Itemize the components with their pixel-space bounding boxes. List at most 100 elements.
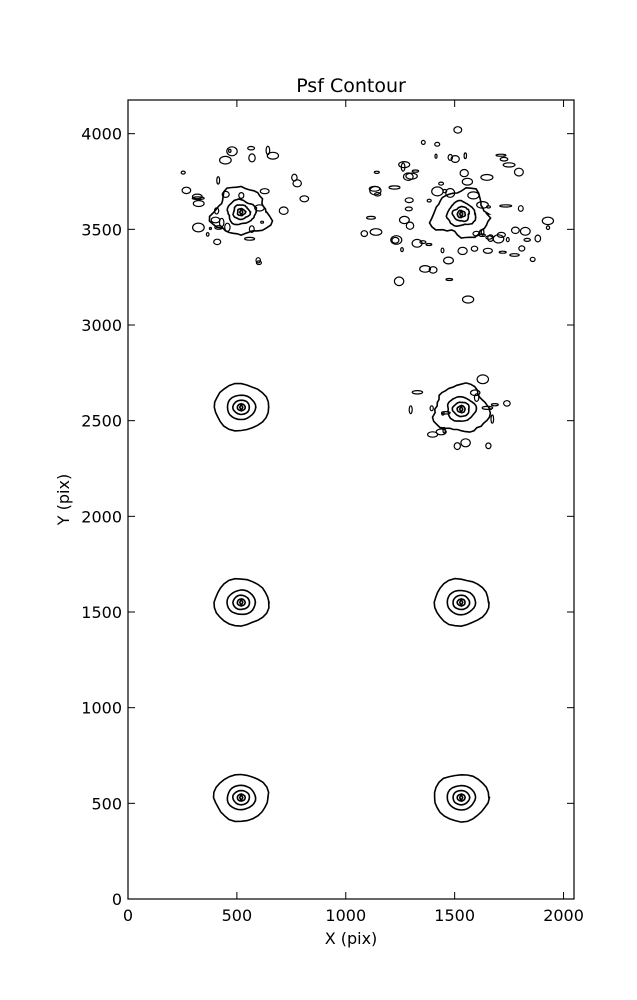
psf-contour-line [213,577,271,627]
noise-contour [426,198,432,203]
noise-contour [425,242,433,247]
psf-peak [458,792,464,803]
noise-contour [259,188,270,195]
psf-contour-line [231,789,251,806]
noise-contour [404,197,414,204]
noise-contour [192,199,205,208]
y-axis-ticks: 0 500 1000 1500 2000 2500 3000 3500 4000 [81,125,574,909]
psf-star [213,382,270,432]
x-axis-label: X (pix) [325,929,378,948]
noise-contour [214,225,224,230]
noise-contour [431,186,444,197]
psf-contour-line [232,204,252,221]
noise-contour [373,170,380,174]
noise-contour [408,405,413,415]
noise-contour [447,153,454,161]
noise-contour [402,172,414,182]
noise-contour [244,236,256,241]
noise-contour [498,250,507,254]
noise-contour [419,240,427,245]
psf-star [433,577,490,628]
psf-contour-line [446,589,477,616]
psf-contour-line [226,784,257,811]
noise-contour [400,162,406,172]
x-tick-label: 2000 [543,906,584,925]
noise-contour [529,256,536,263]
psf-contour-line [236,207,247,217]
psf-contour-line [213,382,270,432]
noise-contour [442,188,448,194]
noise-contour [441,411,445,416]
noise-contour [470,245,479,252]
noise-contour [398,215,410,225]
noise-contour [460,438,471,448]
noise-contour [255,257,262,264]
noise-contour [429,405,434,412]
noise-contour [502,162,516,168]
noise-contour [224,222,231,232]
psf-contour-line [452,789,471,806]
y-tick-label: 1000 [81,699,122,718]
noise-contour [238,192,245,200]
psf-star [433,773,491,823]
noise-contour [485,235,493,240]
chart-title: Psf Contour [296,75,406,97]
psf-peak [458,597,464,608]
noise-contour [518,245,526,252]
psf-contour-line [456,209,467,219]
noise-contour [420,139,426,145]
noise-contour [513,167,524,177]
psf-contour-line [226,198,258,226]
noise-contour [180,170,186,175]
noise-contour [496,231,506,238]
noise-contour [391,236,400,244]
noise-contour [278,206,289,216]
noise-contour [438,181,445,186]
noise-contour [541,216,555,226]
noise-contour [404,206,413,212]
noise-contour [265,145,271,156]
psf-star [212,773,270,823]
noise-contour [463,152,468,160]
noise-contour [247,145,256,151]
noise-contour [509,253,520,257]
psf-contour-line [446,395,478,423]
y-axis-label: Y (pix) [54,474,73,526]
noise-contour [499,156,509,162]
noise-contour [434,141,441,147]
noise-contour [366,215,377,220]
noise-contour [450,155,460,164]
x-axis-ticks: 0 500 1000 1500 2000 [123,100,584,925]
noise-contour [476,200,489,209]
noise-contour [208,226,212,231]
x-tick-label: 500 [222,906,253,925]
psf-star [431,382,492,433]
noise-contour [492,234,505,244]
noise-contour [228,148,232,153]
plot-frame [127,99,575,900]
noise-contour [299,195,310,203]
psf-contour-line [446,784,477,811]
psf-contour-line [431,382,492,433]
y-tick-label: 500 [91,794,122,813]
noise-contour [440,247,445,254]
psf-peak [458,209,464,219]
noise-contour [216,176,221,185]
noise-contour [443,256,455,265]
noise-contour [181,186,192,195]
noise-contour [260,220,265,224]
psf-contour-line [445,199,477,228]
noise-contour [485,442,492,450]
psf-contour-line [236,403,246,412]
noise-contour [461,295,475,304]
noise-contour [510,226,520,235]
noise-contour [478,233,486,238]
psf-peak [238,207,244,217]
y-tick-label: 3500 [81,220,122,239]
noise-contour [481,405,494,410]
noise-contour [499,204,513,208]
noise-contour [360,230,369,238]
noise-contour [411,389,424,395]
noise-contour [218,155,232,165]
